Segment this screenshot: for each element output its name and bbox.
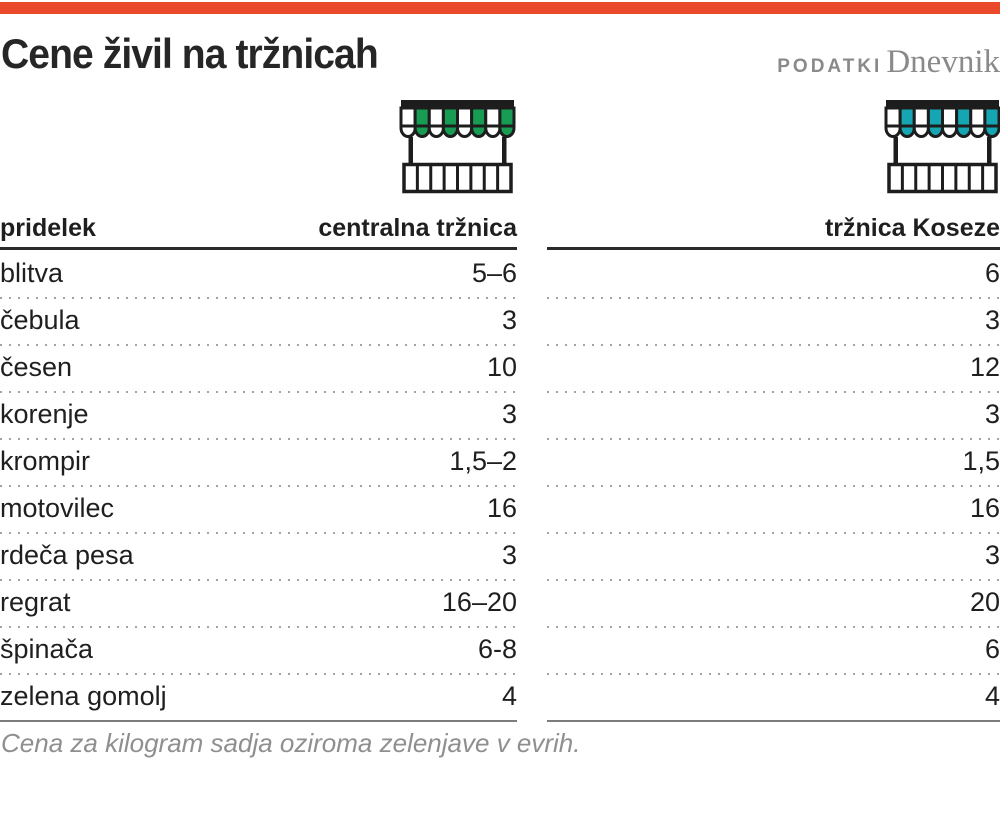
koseze-table-body: 6 3 12 3 1,5 16 3 20 6 4 — [547, 250, 1000, 722]
price-koseze: 20 — [969, 587, 1000, 617]
product-name: čebula — [0, 305, 80, 335]
central-table-body: blitva 5–6 čebula 3 česen 10 korenje 3 k… — [0, 250, 517, 722]
price-koseze: 3 — [984, 399, 1000, 429]
price-central: 3 — [501, 540, 517, 570]
table-row: 6 — [547, 250, 1000, 297]
column-header-koseze: tržnica Koseze — [824, 214, 1000, 242]
product-name: krompir — [0, 446, 91, 476]
table-row: 3 — [547, 297, 1000, 344]
column-header-product: pridelek — [0, 214, 96, 242]
central-market-table: pridelek centralna tržnica blitva 5–6 če… — [0, 209, 517, 722]
table-row: blitva 5–6 — [0, 250, 517, 297]
price-koseze: 3 — [984, 540, 1000, 570]
product-name: česen — [0, 352, 73, 382]
market-stall-icon-central — [399, 100, 516, 194]
table-row: špinača 6-8 — [0, 626, 517, 673]
product-name: blitva — [0, 258, 64, 288]
product-name: špinača — [0, 634, 94, 664]
price-central: 16 — [486, 493, 517, 523]
price-koseze: 6 — [984, 258, 1000, 288]
table-row: 12 — [547, 344, 1000, 391]
market-stall-icon-koseze — [884, 100, 1000, 194]
price-central: 16–20 — [441, 587, 517, 617]
table-row: regrat 16–20 — [0, 579, 517, 626]
price-central: 3 — [501, 399, 517, 429]
price-koseze: 4 — [984, 681, 1000, 711]
price-central: 3 — [501, 305, 517, 335]
table-row: čebula 3 — [0, 297, 517, 344]
awning-stripes — [884, 106, 1000, 138]
table-row: zelena gomolj 4 — [0, 673, 517, 720]
central-table-header: pridelek centralna tržnica — [0, 209, 517, 250]
product-name: zelena gomolj — [0, 681, 167, 711]
price-central: 6-8 — [477, 634, 517, 664]
price-central: 5–6 — [471, 258, 517, 288]
table-row: krompir 1,5–2 — [0, 438, 517, 485]
price-koseze: 3 — [984, 305, 1000, 335]
column-header-central: centralna tržnica — [318, 214, 517, 242]
price-central: 1,5–2 — [449, 446, 517, 476]
price-central: 4 — [501, 681, 517, 711]
product-name: motovilec — [0, 493, 115, 523]
price-central: 10 — [486, 352, 517, 382]
product-name: regrat — [0, 587, 71, 617]
table-row: 6 — [547, 626, 1000, 673]
table-row: korenje 3 — [0, 391, 517, 438]
table-row: 3 — [547, 532, 1000, 579]
price-koseze: 6 — [984, 634, 1000, 664]
podatki-label: PODATKI — [777, 56, 883, 77]
table-row: 16 — [547, 485, 1000, 532]
awning-stripes — [399, 106, 516, 138]
table-row: 20 — [547, 579, 1000, 626]
price-koseze: 1,5 — [962, 446, 1000, 476]
table-row: 3 — [547, 391, 1000, 438]
price-koseze: 16 — [969, 493, 1000, 523]
stall-base-slats — [415, 164, 500, 192]
price-koseze: 12 — [969, 352, 1000, 382]
publisher-logo: PODATKI Dnevnik — [777, 44, 1000, 81]
koseze-table-header: tržnica Koseze — [547, 209, 1000, 250]
table-row: rdeča pesa 3 — [0, 532, 517, 579]
table-row: česen 10 — [0, 344, 517, 391]
stall-base-slats — [900, 164, 985, 192]
footnote: Cena za kilogram sadja oziroma zelenjave… — [1, 728, 581, 758]
product-name: rdeča pesa — [0, 540, 134, 570]
product-name: korenje — [0, 399, 89, 429]
table-row: motovilec 16 — [0, 485, 517, 532]
page-title: Cene živil na tržnicah — [1, 30, 379, 77]
table-row: 4 — [547, 673, 1000, 720]
table-row: 1,5 — [547, 438, 1000, 485]
dnevnik-logo: Dnevnik — [886, 44, 1000, 80]
koseze-market-table: tržnica Koseze 6 3 12 3 1,5 16 3 20 6 4 — [547, 209, 1000, 722]
accent-top-bar — [0, 2, 1000, 14]
